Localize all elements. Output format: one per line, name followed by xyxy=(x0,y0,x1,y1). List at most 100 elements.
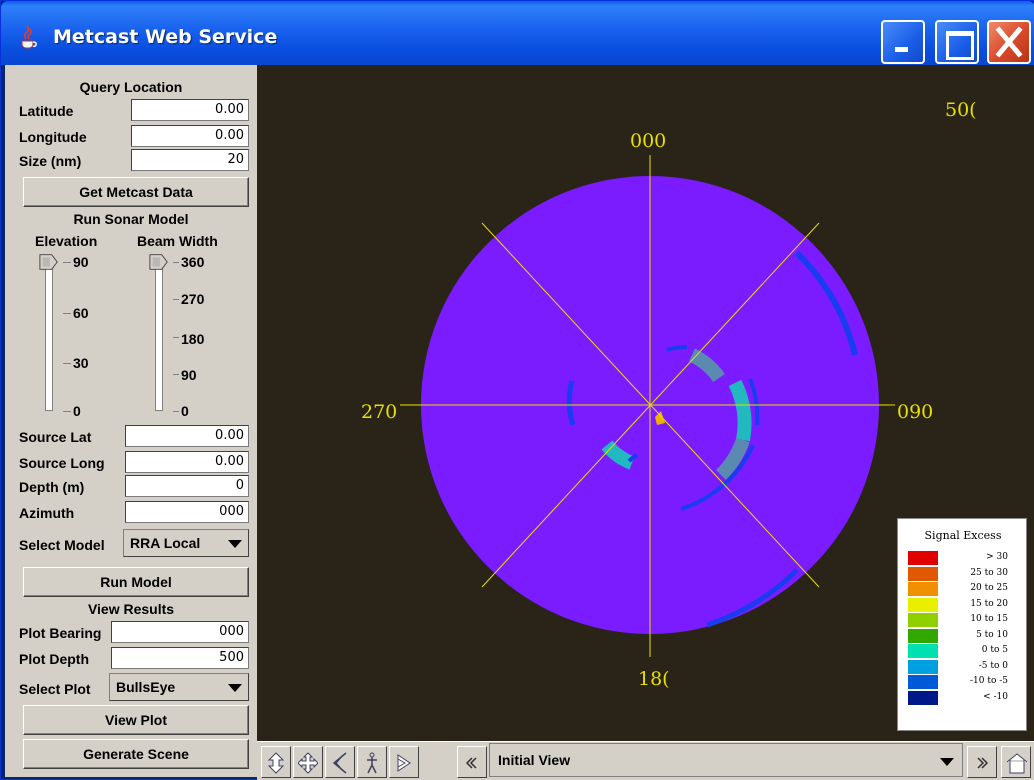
beam-width-tick-180: 180 xyxy=(181,331,205,347)
signal-excess-legend: Signal Excess > 30 25 to 30 20 to 25 15 to … xyxy=(897,518,1027,731)
select-model-value: RRA Local xyxy=(130,535,201,551)
forward-button[interactable] xyxy=(389,746,419,778)
bearing-axes xyxy=(400,155,895,657)
legend-label: 10 to 15 xyxy=(970,614,1008,624)
source-lat-label: Source Lat xyxy=(19,429,92,445)
legend-label: -5 to 0 xyxy=(978,660,1008,671)
maximize-button[interactable] xyxy=(935,20,979,64)
legend-swatch xyxy=(908,659,938,674)
signal-arc xyxy=(728,379,752,442)
legend-swatch xyxy=(908,597,938,612)
signal-arc xyxy=(794,250,858,356)
next-viewpoint-button[interactable] xyxy=(967,746,997,778)
legend-label: 25 to 30 xyxy=(970,567,1008,578)
legend-title: Signal Excess xyxy=(924,529,1002,542)
home-icon xyxy=(1006,753,1028,774)
pan-button[interactable] xyxy=(293,746,323,778)
close-button[interactable] xyxy=(987,20,1031,64)
window-title: Metcast Web Service xyxy=(53,26,278,48)
range-label: 50( xyxy=(945,99,977,121)
java-cup-icon xyxy=(21,25,37,49)
select-model-dropdown[interactable]: RRA Local xyxy=(123,529,249,557)
signal-arc xyxy=(688,348,725,383)
chevron-down-icon xyxy=(228,684,242,692)
generate-scene-button[interactable]: Generate Scene xyxy=(23,739,249,769)
beam-width-tick-0: 0 xyxy=(181,403,189,419)
beam-width-tick-90: 90 xyxy=(181,367,197,383)
select-model-label: Select Model xyxy=(19,537,105,553)
elevation-slider-thumb[interactable] xyxy=(39,253,59,271)
bearing-label-south: 18( xyxy=(638,668,670,690)
chevron-down-icon xyxy=(228,540,242,548)
legend-label: < -10 xyxy=(983,691,1008,702)
view-plot-button[interactable]: View Plot xyxy=(23,705,249,735)
control-panel: Query Location Latitude 0.00 Longitude 0… xyxy=(5,65,257,777)
viewpoint-value: Initial View xyxy=(498,752,571,768)
signal-arc xyxy=(666,344,688,352)
depth-label: Depth (m) xyxy=(19,479,85,495)
previous-viewpoint-icon xyxy=(465,757,477,769)
signal-arc xyxy=(627,453,639,463)
previous-viewpoint-button[interactable] xyxy=(457,746,487,778)
legend-label: -10 to -5 xyxy=(969,676,1008,686)
plot-bearing-label: Plot Bearing xyxy=(19,625,102,641)
elevation-label: Elevation xyxy=(35,233,98,249)
minimize-button[interactable] xyxy=(881,20,925,64)
size-label: Size (nm) xyxy=(19,153,82,169)
beam-width-slider-track[interactable] xyxy=(155,261,163,411)
signal-arc xyxy=(566,380,576,426)
longitude-label: Longitude xyxy=(19,129,87,145)
latitude-label: Latitude xyxy=(19,103,74,119)
bullseye-plot: 000 090 18( 270 50( xyxy=(361,99,977,690)
longitude-field[interactable]: 0.00 xyxy=(131,125,249,147)
run-sonar-model-title: Run Sonar Model xyxy=(73,211,189,227)
plot-viewer[interactable]: 000 090 18( 270 50( xyxy=(257,65,1034,741)
plot-depth-field[interactable]: 500 xyxy=(111,647,249,669)
beam-width-tick-270: 270 xyxy=(181,291,205,307)
elevation-tick-60: 60 xyxy=(73,305,89,321)
home-button[interactable] xyxy=(1001,746,1031,778)
forward-icon xyxy=(397,754,411,772)
plot-depth-label: Plot Depth xyxy=(19,651,89,667)
run-model-button[interactable]: Run Model xyxy=(23,567,249,597)
source-long-label: Source Long xyxy=(19,455,105,471)
title-bar[interactable]: Metcast Web Service xyxy=(1,1,1034,65)
walk-icon xyxy=(367,752,377,774)
back-button[interactable] xyxy=(325,746,355,778)
move-up-down-icon xyxy=(267,752,285,774)
source-long-field[interactable]: 0.00 xyxy=(125,451,249,473)
legend-swatch xyxy=(908,690,938,705)
elevation-tick-90: 90 xyxy=(73,254,89,270)
source-lat-field[interactable]: 0.00 xyxy=(125,425,249,447)
move-up-down-button[interactable] xyxy=(261,746,291,778)
view-results-title: View Results xyxy=(87,601,175,617)
legend-swatch xyxy=(908,551,938,565)
beam-width-slider-thumb[interactable] xyxy=(149,253,169,271)
legend-label: 5 to 10 xyxy=(976,629,1008,640)
legend-swatch xyxy=(908,628,938,643)
azimuth-label: Azimuth xyxy=(19,505,75,521)
signal-arc xyxy=(601,440,635,470)
legend-swatch xyxy=(908,613,938,627)
beam-width-label: Beam Width xyxy=(137,233,218,249)
viewpoint-dropdown[interactable]: Initial View xyxy=(489,743,963,777)
bearing-label-west: 270 xyxy=(361,401,397,423)
legend-label: 0 to 5 xyxy=(981,645,1008,655)
azimuth-field[interactable]: 000 xyxy=(125,501,249,523)
elevation-tick-0: 0 xyxy=(73,403,81,419)
latitude-field[interactable]: 0.00 xyxy=(131,99,249,121)
depth-field[interactable]: 0 xyxy=(125,475,249,497)
next-viewpoint-icon xyxy=(977,757,989,769)
get-metcast-data-button[interactable]: Get Metcast Data xyxy=(23,177,249,207)
signal-arc xyxy=(748,378,760,426)
walk-button[interactable] xyxy=(357,746,387,778)
size-field[interactable]: 20 xyxy=(131,149,249,171)
back-icon xyxy=(332,752,347,774)
plot-bearing-field[interactable]: 000 xyxy=(111,621,249,643)
legend-swatch xyxy=(908,582,938,596)
legend-label: 20 to 25 xyxy=(970,583,1008,593)
legend-swatch xyxy=(908,644,938,658)
legend-swatch xyxy=(908,675,938,689)
select-plot-dropdown[interactable]: BullsEye xyxy=(109,673,249,701)
elevation-slider-track[interactable] xyxy=(45,261,53,411)
